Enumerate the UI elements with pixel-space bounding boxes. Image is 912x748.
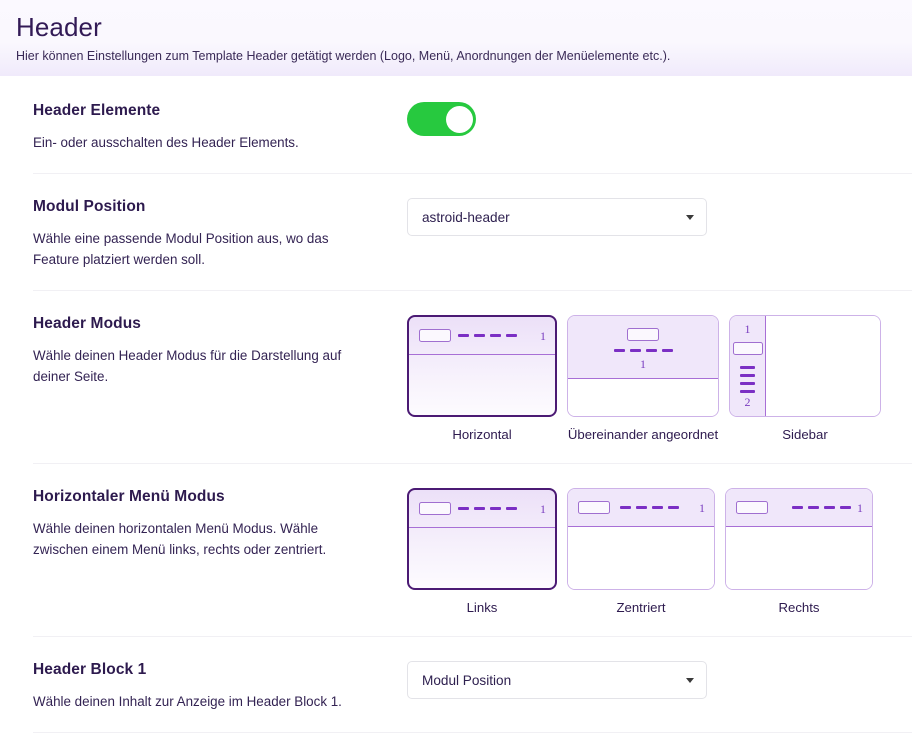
setting-description: Wähle deinen horizontalen Menü Modus. Wä… — [33, 521, 327, 557]
setting-title: Header Block 1 — [33, 661, 147, 678]
setting-title: Header Elemente — [33, 102, 161, 119]
chevron-down-icon — [686, 214, 694, 220]
logo-placeholder-icon — [419, 329, 451, 342]
menu-dashes-icon — [792, 506, 851, 509]
setting-description: Wähle deinen Header Modus für die Darste… — [33, 348, 342, 384]
block-marker: 1 — [540, 328, 546, 343]
thumbnail-horizontal: 1 — [407, 315, 557, 417]
choice-label: Links — [466, 600, 498, 615]
setting-description: Wähle eine passende Modul Position aus, … — [33, 231, 329, 267]
choice-uebereinander[interactable]: 1 Übereinander angeordnet — [567, 315, 719, 443]
setting-label-block: Header Modus Wähle deinen Header Modus f… — [33, 313, 407, 387]
thumb-topbar: 1 — [409, 490, 555, 528]
page-header-band: Header Hier können Einstellungen zum Tem… — [0, 0, 912, 76]
setting-description: Ein- oder ausschalten des Header Element… — [33, 135, 299, 150]
thumbnail-sidebar: 1 2 — [729, 315, 881, 417]
thumbnail-zentriert: 1 — [567, 488, 715, 590]
choice-sidebar[interactable]: 1 2 Sidebar — [729, 315, 881, 443]
header-modus-choices: 1 Horizontal 1 — [407, 315, 912, 443]
thumb-body — [568, 527, 714, 589]
select-value: astroid-header — [422, 209, 510, 225]
setting-row-modul-position: Modul Position Wähle eine passende Modul… — [33, 173, 912, 290]
choice-rechts[interactable]: 1 Rechts — [725, 488, 873, 616]
thumbnail-uebereinander: 1 — [567, 315, 719, 417]
setting-row-header-modus: Header Modus Wähle deinen Header Modus f… — [33, 290, 912, 463]
thumb-topbar: 1 — [726, 489, 872, 527]
setting-control: Modul Position — [407, 659, 912, 699]
logo-placeholder-icon — [627, 328, 659, 341]
choice-horizontal[interactable]: 1 Horizontal — [407, 315, 557, 443]
choice-links[interactable]: 1 Links — [407, 488, 557, 616]
logo-placeholder-icon — [419, 502, 451, 515]
choice-label: Übereinander angeordnet — [567, 427, 719, 442]
modul-position-select[interactable]: astroid-header — [407, 198, 707, 236]
block-marker: 1 — [857, 500, 863, 515]
menu-dashes-icon — [620, 506, 679, 509]
block-marker-top: 1 — [744, 322, 751, 336]
menu-dashes-icon — [740, 366, 755, 393]
page-title: Header — [16, 12, 102, 42]
choice-zentriert[interactable]: 1 Zentriert — [567, 488, 715, 616]
thumb-topbar: 1 — [568, 489, 714, 527]
menu-dashes-icon — [613, 349, 673, 352]
header-block-1-select[interactable]: Modul Position — [407, 661, 707, 699]
block-marker: 1 — [540, 501, 546, 516]
setting-title: Horizontaler Menü Modus — [33, 488, 225, 505]
block-marker: 1 — [640, 357, 646, 371]
logo-placeholder-icon — [578, 501, 610, 514]
block-marker: 1 — [699, 500, 705, 515]
chevron-down-icon — [686, 677, 694, 683]
page-subtitle: Hier können Einstellungen zum Template H… — [16, 49, 671, 63]
thumb-body — [726, 527, 872, 589]
setting-description: Wähle deinen Inhalt zur Anzeige im Heade… — [33, 694, 342, 709]
horizontaler-menue-modus-choices: 1 Links 1 — [407, 488, 912, 616]
setting-control — [407, 100, 912, 136]
setting-label-block: Header Elemente Ein- oder ausschalten de… — [33, 100, 407, 153]
thumb-body — [568, 380, 718, 416]
setting-control: 1 Horizontal 1 — [407, 313, 912, 443]
toggle-knob — [445, 105, 473, 133]
select-value: Modul Position — [422, 672, 512, 688]
choice-label: Zentriert — [616, 600, 666, 615]
thumbnail-rechts: 1 — [725, 488, 873, 590]
thumb-body — [409, 355, 555, 415]
thumb-body — [409, 528, 555, 588]
setting-row-header-block-1: Header Block 1 Wähle deinen Inhalt zur A… — [33, 636, 912, 732]
thumb-sidebar-column: 1 2 — [730, 316, 766, 416]
logo-placeholder-icon — [732, 342, 763, 355]
setting-control: astroid-header — [407, 196, 912, 236]
setting-title: Modul Position — [33, 198, 146, 215]
menu-dashes-icon — [458, 507, 517, 510]
thumbnail-links: 1 — [407, 488, 557, 590]
setting-row-block-1-position: Block 1 Position Wähle eine Position für… — [33, 732, 912, 748]
choice-label: Rechts — [778, 600, 820, 615]
setting-title: Header Modus — [33, 315, 141, 332]
thumb-stacked-area: 1 — [568, 316, 718, 379]
setting-control: 1 Links 1 — [407, 486, 912, 616]
block-marker-bottom: 2 — [744, 395, 751, 409]
thumb-topbar: 1 — [409, 317, 555, 355]
thumb-body — [767, 316, 880, 416]
setting-label-block: Header Block 1 Wähle deinen Inhalt zur A… — [33, 659, 407, 712]
logo-placeholder-icon — [736, 501, 768, 514]
setting-row-header-elemente: Header Elemente Ein- oder ausschalten de… — [33, 76, 912, 173]
setting-label-block: Modul Position Wähle eine passende Modul… — [33, 196, 407, 270]
header-elemente-toggle[interactable] — [407, 102, 476, 136]
setting-label-block: Horizontaler Menü Modus Wähle deinen hor… — [33, 486, 407, 560]
setting-row-horizontaler-menue-modus: Horizontaler Menü Modus Wähle deinen hor… — [33, 463, 912, 636]
choice-label: Horizontal — [452, 427, 512, 442]
choice-label: Sidebar — [782, 427, 828, 442]
menu-dashes-icon — [458, 334, 517, 337]
settings-panel: Header Elemente Ein- oder ausschalten de… — [12, 76, 912, 748]
